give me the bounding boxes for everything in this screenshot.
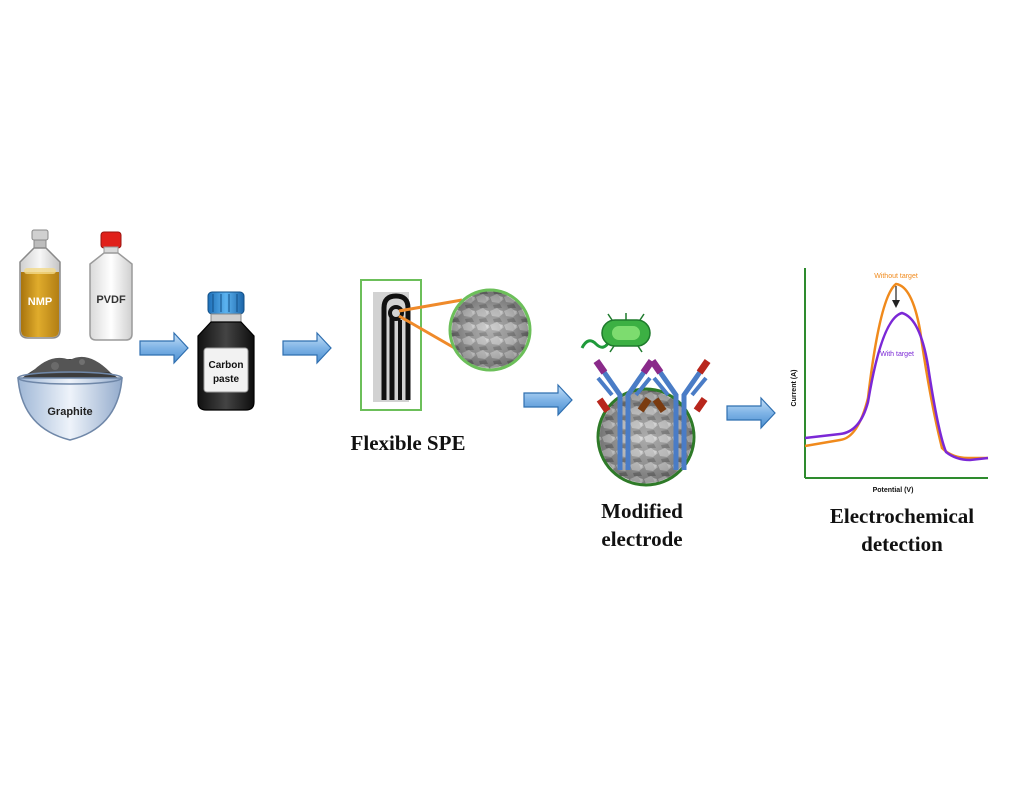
detection-caption-line1: Electrochemical xyxy=(829,504,975,528)
spe-electrode-icon xyxy=(360,279,422,411)
bacteria-icon xyxy=(580,313,651,353)
nmp-label: NMP xyxy=(28,296,52,308)
modified-caption-line2: electrode xyxy=(601,527,683,551)
carbon-label-line1: Carbon xyxy=(209,360,244,371)
flexible-spe-caption: Flexible SPE xyxy=(350,431,466,455)
y-axis-label: Current (A) xyxy=(791,370,798,407)
shift-arrow-head-icon xyxy=(892,300,900,308)
sem-micrograph-icon xyxy=(448,288,532,372)
pvdf-label: PVDF xyxy=(96,294,126,306)
arrow-right-icon-3 xyxy=(523,383,573,417)
modified-electrode-caption: Modified electrode xyxy=(582,497,702,553)
detection-caption-line2: detection xyxy=(861,532,943,556)
carbon-paste-bottle-icon xyxy=(197,291,255,411)
pvdf-bottle-icon xyxy=(89,231,133,341)
voltammogram: Without target With target Current (A) P… xyxy=(791,268,989,494)
modified-caption-line1: Modified xyxy=(601,499,683,523)
zoom-lines xyxy=(398,298,463,352)
detection-caption: Electrochemical detection xyxy=(810,502,994,558)
arrow-right-icon-4 xyxy=(726,396,776,430)
without-target-curve xyxy=(804,282,988,460)
carbon-label-line2: paste xyxy=(213,374,240,385)
without-target-label: Without target xyxy=(874,273,918,280)
arrow-right-icon-2 xyxy=(282,331,332,365)
graphite-bowl-icon xyxy=(17,356,123,441)
graphite-label: Graphite xyxy=(47,406,92,418)
x-axis-label: Potential (V) xyxy=(873,487,914,494)
with-target-curve xyxy=(804,311,989,462)
arrow-right-icon-1 xyxy=(139,331,189,365)
nmp-bottle-icon xyxy=(19,229,61,339)
antibody-right-icon xyxy=(649,358,711,470)
with-target-label: With target xyxy=(880,351,914,358)
